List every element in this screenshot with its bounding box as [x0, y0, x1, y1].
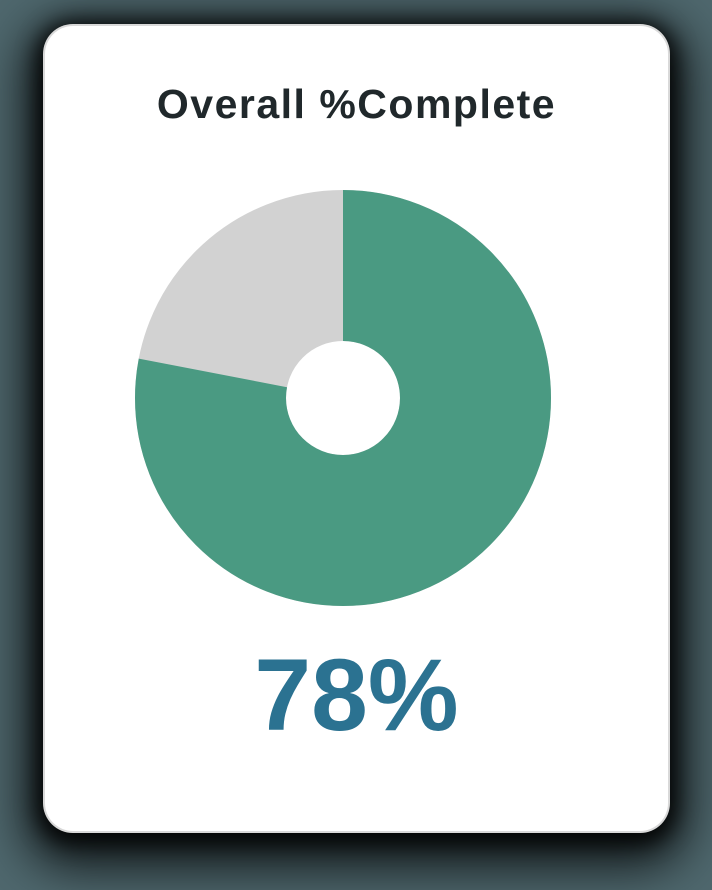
completion-donut-chart — [135, 190, 551, 606]
donut-chart-svg — [135, 190, 551, 606]
donut-slice-complete — [135, 190, 551, 606]
card-title: Overall %Complete — [156, 81, 557, 127]
percent-value: 78% — [254, 638, 459, 752]
overall-complete-card: Overall %Complete 78% — [45, 26, 668, 831]
